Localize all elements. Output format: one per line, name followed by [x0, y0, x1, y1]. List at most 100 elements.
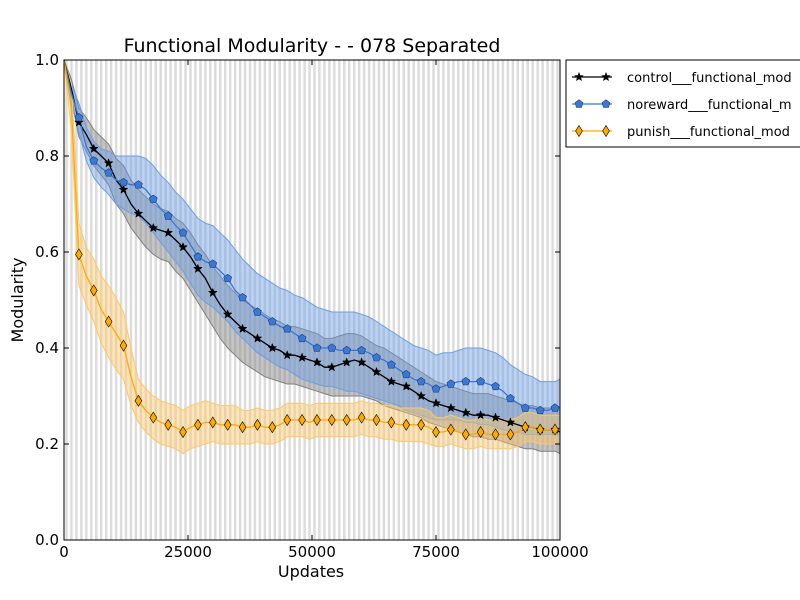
legend-marker-1	[601, 99, 611, 108]
series-0-point	[207, 287, 218, 297]
series-0-point	[118, 184, 129, 194]
series-0-point	[192, 263, 203, 273]
series-1-point	[119, 177, 128, 187]
series-1-point	[372, 353, 381, 362]
series-1-point	[297, 333, 307, 343]
background-band	[491, 60, 495, 540]
series-1-point	[491, 381, 500, 391]
background-band	[119, 60, 123, 540]
background-band	[75, 60, 78, 540]
background-band	[328, 60, 331, 540]
series-0-point	[505, 417, 516, 427]
background-band	[347, 60, 351, 540]
background-band	[511, 60, 515, 540]
background-band	[333, 60, 336, 540]
background-band	[318, 60, 321, 540]
background-band	[556, 60, 559, 540]
series-markers	[73, 113, 560, 441]
series-0-point	[252, 333, 263, 343]
background-band	[159, 60, 162, 540]
background-band	[471, 60, 475, 540]
series-0-point	[386, 376, 397, 386]
background-band	[268, 60, 272, 540]
series-2-point	[75, 248, 83, 261]
background-band	[65, 60, 68, 540]
legend: control___functional_mod noreward___funct…	[565, 59, 800, 148]
background-band	[516, 60, 520, 540]
series-0-point	[148, 222, 159, 233]
legend-label-2: punish___functional_mod	[627, 125, 790, 140]
series-1-point	[416, 377, 426, 386]
series-1-point	[267, 317, 277, 326]
series-0-point	[133, 208, 144, 218]
tick-labels: 0 25000 50000 75000 100000 0.0 0.2 0.4 0.6 0.8 1.0	[35, 51, 588, 561]
series-2-point	[417, 418, 425, 431]
series-2-point	[149, 411, 158, 424]
series-0-point	[490, 412, 501, 422]
series-2-point	[342, 413, 351, 427]
background-band	[204, 60, 207, 540]
background-band	[338, 60, 341, 540]
background-band	[407, 60, 410, 540]
series-2-point	[402, 418, 411, 431]
background-band	[496, 60, 500, 540]
series-0-point	[73, 117, 84, 127]
series-1-point	[282, 324, 292, 333]
series-2-point	[551, 423, 559, 436]
series-2-point	[253, 418, 262, 431]
background-band	[219, 60, 222, 540]
series-1-point	[312, 343, 322, 352]
series-0-point	[237, 323, 248, 333]
background-band	[541, 60, 544, 540]
legend-label-0: control___functional_mod	[627, 71, 792, 86]
background-band	[209, 60, 212, 540]
y-tick-label: 0.0	[35, 531, 59, 549]
axes	[63, 59, 561, 541]
background-band	[109, 60, 113, 540]
chart-title: Functional Modularity - - 078 Separated	[124, 35, 501, 57]
series-1-point	[74, 113, 84, 122]
background-band	[476, 60, 480, 540]
background-band	[506, 60, 510, 540]
background-band	[392, 60, 396, 540]
series-2-point	[179, 425, 187, 439]
background-band	[402, 60, 405, 540]
series-2-point	[89, 284, 98, 297]
series-2-point	[536, 423, 544, 436]
background-band	[447, 60, 450, 540]
y-axis-label: Modularity	[8, 258, 27, 343]
series-1-point	[342, 345, 352, 355]
series-0-point	[341, 357, 352, 367]
y-tick-label: 0.2	[35, 435, 59, 453]
legend-marker-1	[574, 99, 584, 108]
background-band	[124, 60, 128, 540]
series-0-point	[103, 158, 114, 168]
x-axis-label: Updates	[278, 562, 344, 581]
series-0-point	[282, 349, 293, 360]
background-band	[95, 60, 98, 540]
background-band	[531, 60, 534, 540]
series-1-point	[134, 180, 143, 189]
series-0-point	[312, 357, 322, 367]
background-band	[417, 60, 420, 540]
background-band	[313, 60, 316, 540]
series-0-point	[431, 397, 441, 408]
series-2-point	[194, 418, 202, 431]
background-band	[189, 60, 192, 540]
series-2-point	[372, 413, 381, 427]
series-1-point	[520, 403, 530, 412]
x-tick-label: 75000	[412, 543, 460, 561]
x-tick-label: 50000	[288, 543, 336, 561]
background-band	[263, 60, 267, 540]
background-band	[382, 60, 386, 540]
series-2-point	[491, 428, 500, 441]
series-1-point	[357, 345, 366, 355]
series-2-point	[209, 416, 217, 429]
series-2-point	[164, 418, 172, 431]
x-tick-label: 25000	[164, 543, 212, 561]
background-band	[174, 60, 177, 540]
background-band	[134, 60, 138, 540]
background-band	[179, 60, 182, 540]
plot-area	[64, 60, 560, 540]
